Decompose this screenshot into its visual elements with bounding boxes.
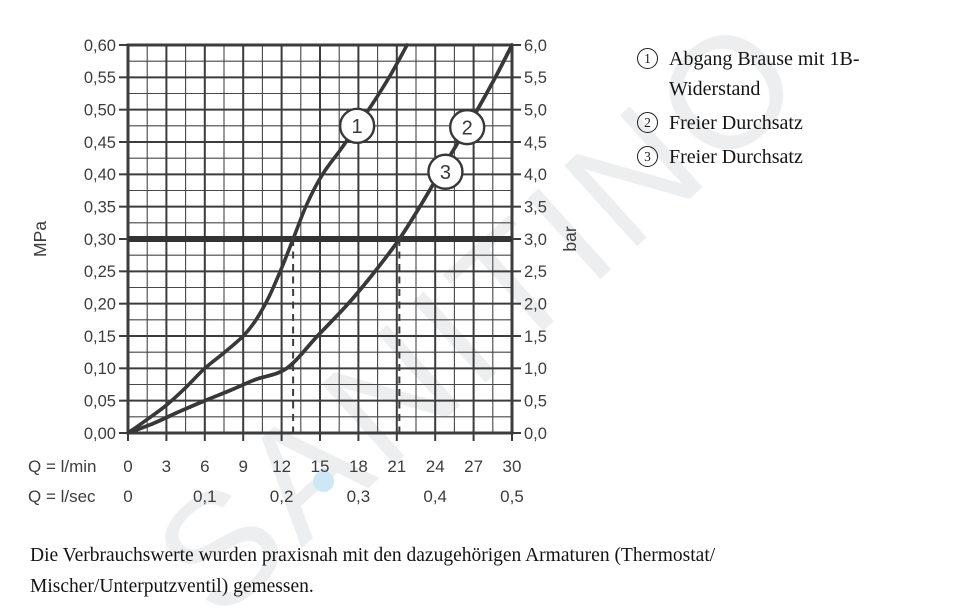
y-left-tick-label: 0,05 xyxy=(84,392,116,410)
x-tick-label-lsec: 0,4 xyxy=(423,487,447,506)
x-tick-label-lsec: 0 xyxy=(123,487,132,506)
y-left-tick-label: 0,35 xyxy=(84,198,116,216)
x-tick-label-lsec: 0,1 xyxy=(193,487,217,506)
x-tick-label-lmin: 12 xyxy=(272,457,291,476)
y-left-axis-unit: MPa xyxy=(30,221,50,257)
curve-marker-2-icon xyxy=(449,108,486,146)
x-tick-label-lmin: 9 xyxy=(238,457,247,476)
legend-item-2: 2 Freier Durchsatz xyxy=(637,108,937,138)
y-right-tick-label: 0,0 xyxy=(524,425,547,443)
x-tick-label-lmin: 3 xyxy=(162,457,171,476)
footnote-line-2: Mischer/Unterputzventil) gemessen. xyxy=(30,576,314,597)
legend-item-2-label: Freier Durchsatz xyxy=(669,112,803,134)
y-right-tick-label: 6,0 xyxy=(524,37,547,55)
y-right-tick-label: 2,5 xyxy=(524,263,547,281)
y-right-axis-unit: bar xyxy=(560,226,580,251)
y-right-tick-label: 1,5 xyxy=(524,328,547,346)
curve-marker-1-icon xyxy=(338,107,376,145)
x-axis-unit-lsec: Q = l/sec xyxy=(28,487,96,506)
x-axis-unit-lmin: Q = l/min xyxy=(28,457,97,476)
curve-marker-3-label: 3 xyxy=(440,162,451,184)
y-right-tick-label: 0,5 xyxy=(524,392,547,410)
y-left-tick-label: 0,20 xyxy=(84,295,116,313)
y-left-tick-label: 0,55 xyxy=(84,69,116,87)
x-tick-label-lsec: 0,2 xyxy=(270,487,294,506)
y-left-tick-label: 0,00 xyxy=(84,425,116,443)
y-left-tick-label: 0,40 xyxy=(84,166,116,184)
x-tick-label-lmin: 21 xyxy=(387,457,406,476)
legend-marker-2-icon: 2 xyxy=(637,112,658,133)
x-tick-label-lmin: 18 xyxy=(349,457,368,476)
y-left-tick-label: 0,45 xyxy=(84,134,116,152)
y-right-tick-label: 5,0 xyxy=(524,101,547,119)
footnote: Die Verbrauchswerte wurden praxisnah mit… xyxy=(30,540,810,602)
x-tick-label-lmin: 0 xyxy=(123,457,132,476)
y-left-tick-label: 0,10 xyxy=(84,360,116,378)
curve-marker-3-icon xyxy=(427,153,464,190)
x-tick-label-lsec: 0,3 xyxy=(347,487,371,506)
y-left-tick-label: 0,50 xyxy=(84,101,116,119)
legend: 1 Abgang Brause mit 1B-Widerstand 2 Frei… xyxy=(637,44,937,176)
y-left-tick-label: 0,60 xyxy=(84,37,116,55)
legend-item-1-label: Abgang Brause mit 1B-Widerstand xyxy=(669,48,860,100)
x-tick-label-lmin: 24 xyxy=(426,457,445,476)
legend-marker-1-icon: 1 xyxy=(637,48,658,69)
x-tick-label-lmin: 27 xyxy=(464,457,483,476)
x-tick-label-lmin: 30 xyxy=(503,457,522,476)
y-right-tick-label: 4,5 xyxy=(524,134,547,152)
y-right-tick-label: 4,0 xyxy=(524,166,547,184)
y-right-tick-label: 3,0 xyxy=(524,231,547,249)
y-right-tick-label: 2,0 xyxy=(524,295,547,313)
y-left-tick-label: 0,15 xyxy=(84,328,116,346)
y-left-tick-label: 0,30 xyxy=(84,231,116,249)
x-tick-label-lmin: 15 xyxy=(311,457,330,476)
curve-marker-2-label: 2 xyxy=(462,117,473,139)
y-right-tick-label: 5,5 xyxy=(524,69,547,87)
x-tick-label-lsec: 0,5 xyxy=(500,487,524,506)
curve-marker-1-label: 1 xyxy=(352,116,363,138)
y-right-tick-label: 1,0 xyxy=(524,360,547,378)
legend-item-3-label: Freier Durchsatz xyxy=(669,146,803,168)
footnote-line-1: Die Verbrauchswerte wurden praxisnah mit… xyxy=(30,545,716,566)
legend-item-3: 3 Freier Durchsatz xyxy=(637,142,937,172)
legend-item-1: 1 Abgang Brause mit 1B-Widerstand xyxy=(637,44,937,104)
y-right-tick-label: 3,5 xyxy=(524,198,547,216)
y-left-tick-label: 0,25 xyxy=(84,263,116,281)
legend-marker-3-icon: 3 xyxy=(637,146,658,167)
x-tick-label-lmin: 6 xyxy=(200,457,209,476)
